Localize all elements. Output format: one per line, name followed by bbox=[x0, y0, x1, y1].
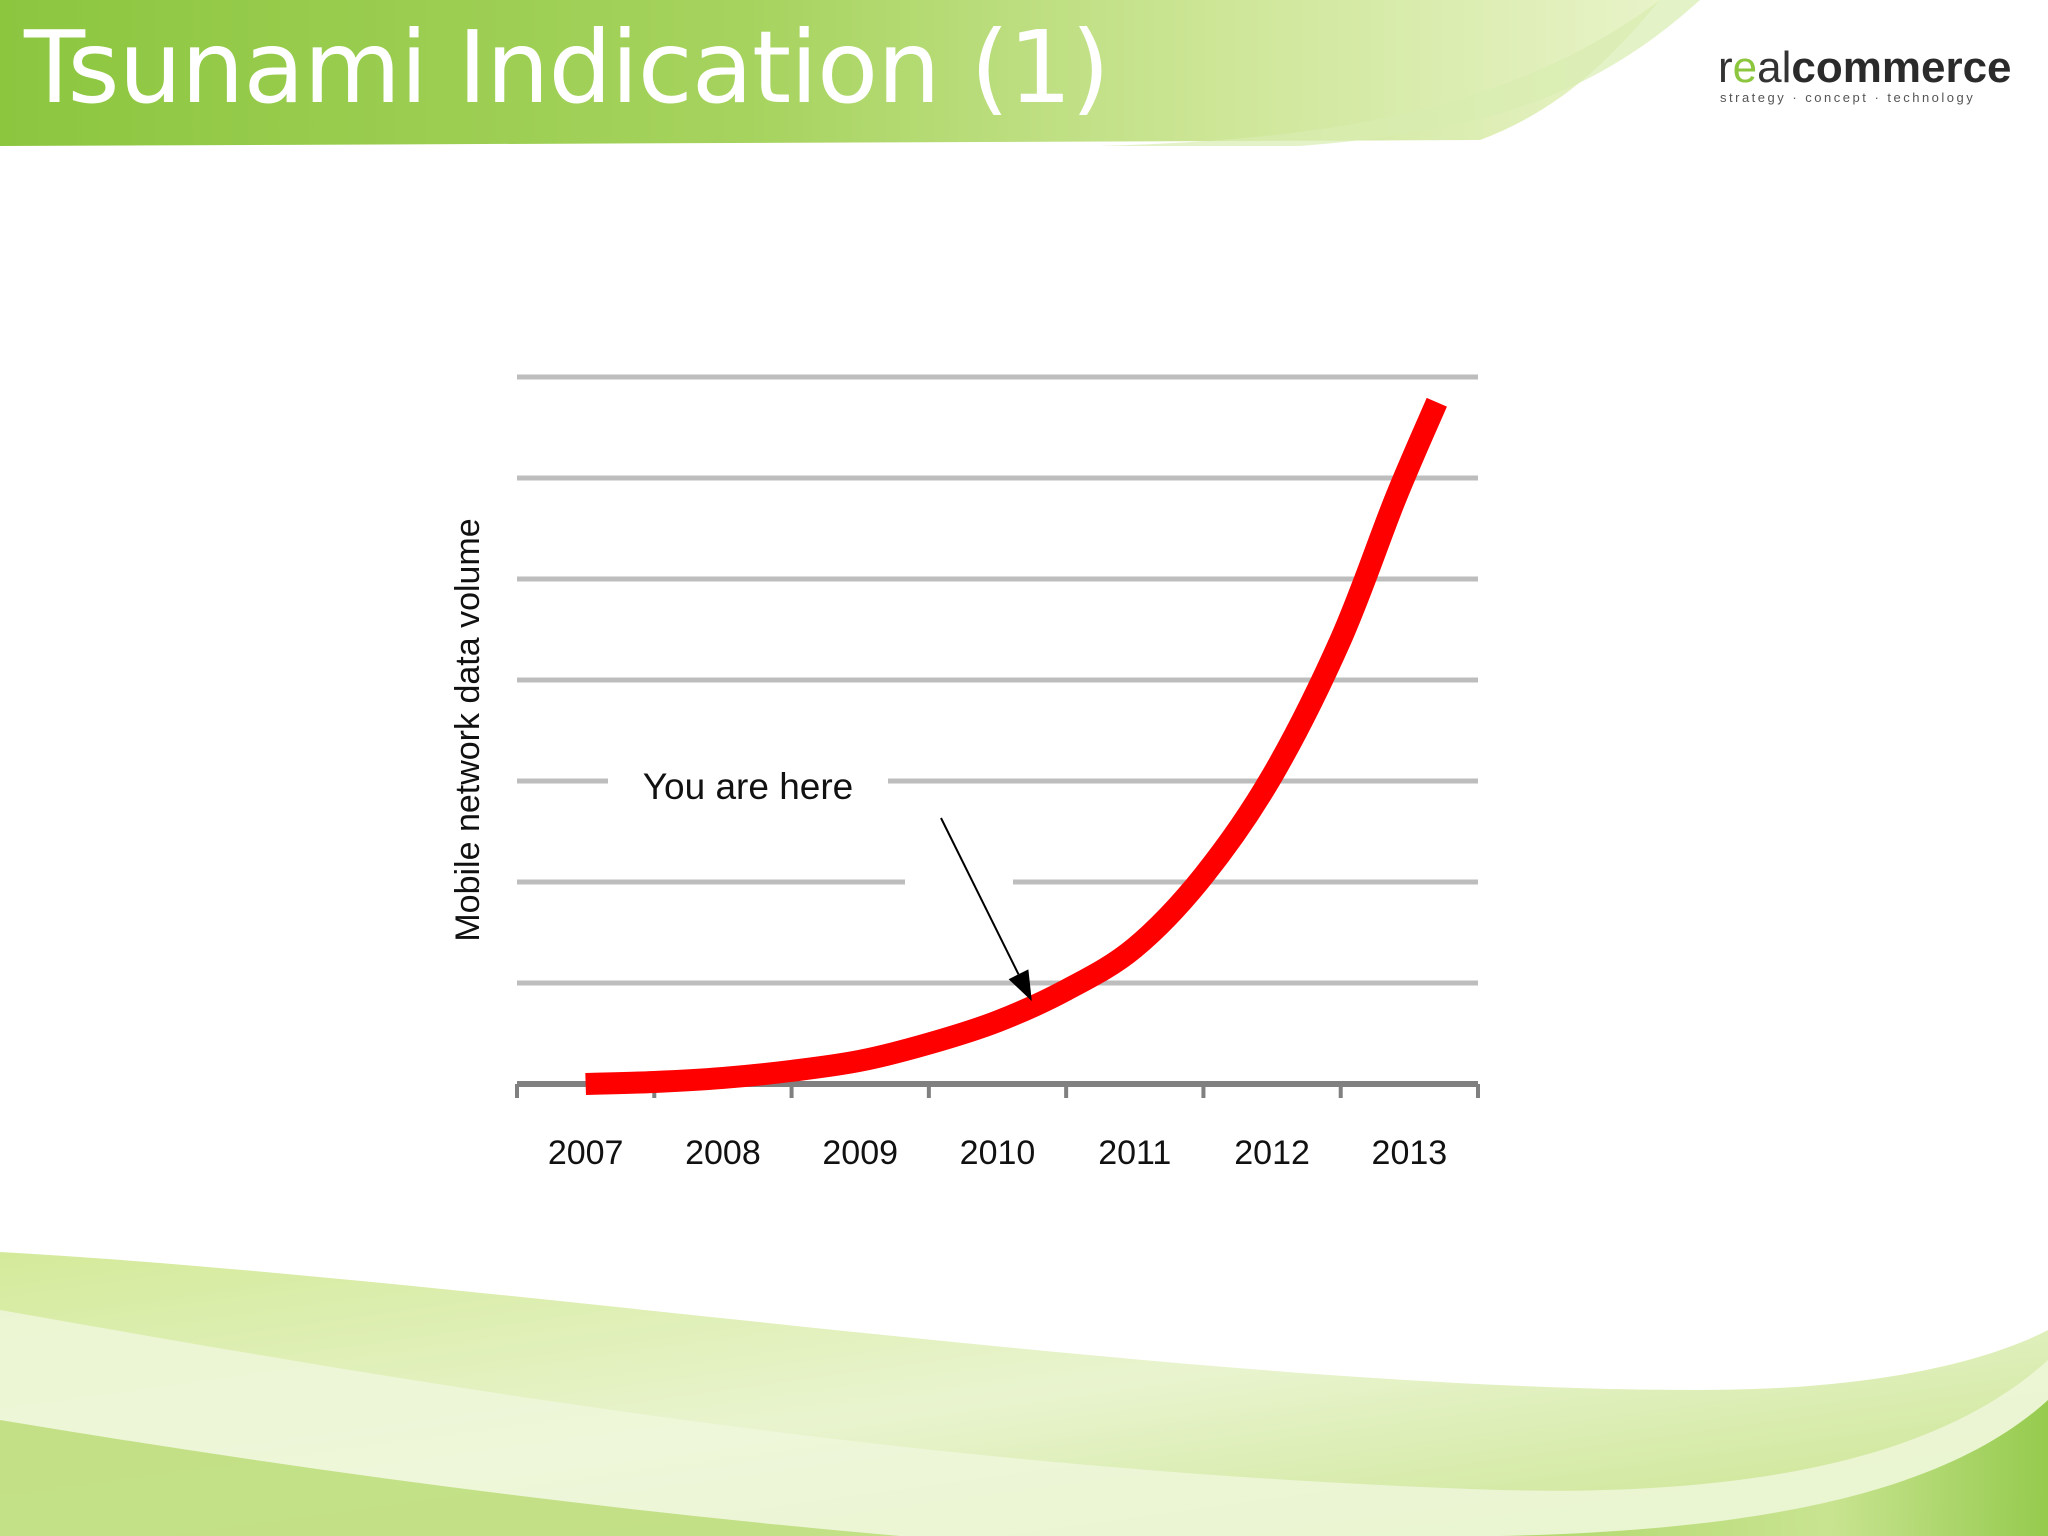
x-tick-label-2008: 2008 bbox=[685, 1134, 761, 1172]
annotation-group: You are here bbox=[608, 758, 1032, 1002]
annotation-mask bbox=[608, 758, 888, 814]
x-tick-label-2011: 2011 bbox=[1098, 1134, 1171, 1172]
x-tick-label-2009: 2009 bbox=[822, 1134, 898, 1172]
x-tick-label-2010: 2010 bbox=[960, 1134, 1036, 1172]
x-tick-labels: 2007 2008 2009 2010 2011 2012 2013 bbox=[548, 1134, 1447, 1172]
header-band bbox=[0, 0, 1700, 146]
annotation-you-are-here: You are here bbox=[643, 766, 854, 807]
annotation-arrow-head bbox=[1008, 969, 1032, 1002]
series-curve bbox=[585, 397, 1447, 1095]
x-tick-label-2012: 2012 bbox=[1234, 1134, 1310, 1172]
x-tick-label-2013: 2013 bbox=[1372, 1134, 1448, 1172]
annotation-arrow-line bbox=[940, 817, 1020, 975]
series-curve-group bbox=[585, 397, 1447, 1095]
company-logo: realcommerce strategy · concept · techno… bbox=[1718, 43, 2012, 105]
y-axis-label: Mobile network data volume bbox=[449, 518, 487, 941]
slide-title: Tsunami Indication (1) bbox=[24, 9, 1110, 126]
y-axis-label-group: Mobile network data volume bbox=[449, 518, 487, 941]
arrow-gap-mask bbox=[905, 838, 1013, 968]
footer-wave bbox=[0, 1252, 2048, 1536]
x-tick-label-2007: 2007 bbox=[548, 1134, 624, 1172]
